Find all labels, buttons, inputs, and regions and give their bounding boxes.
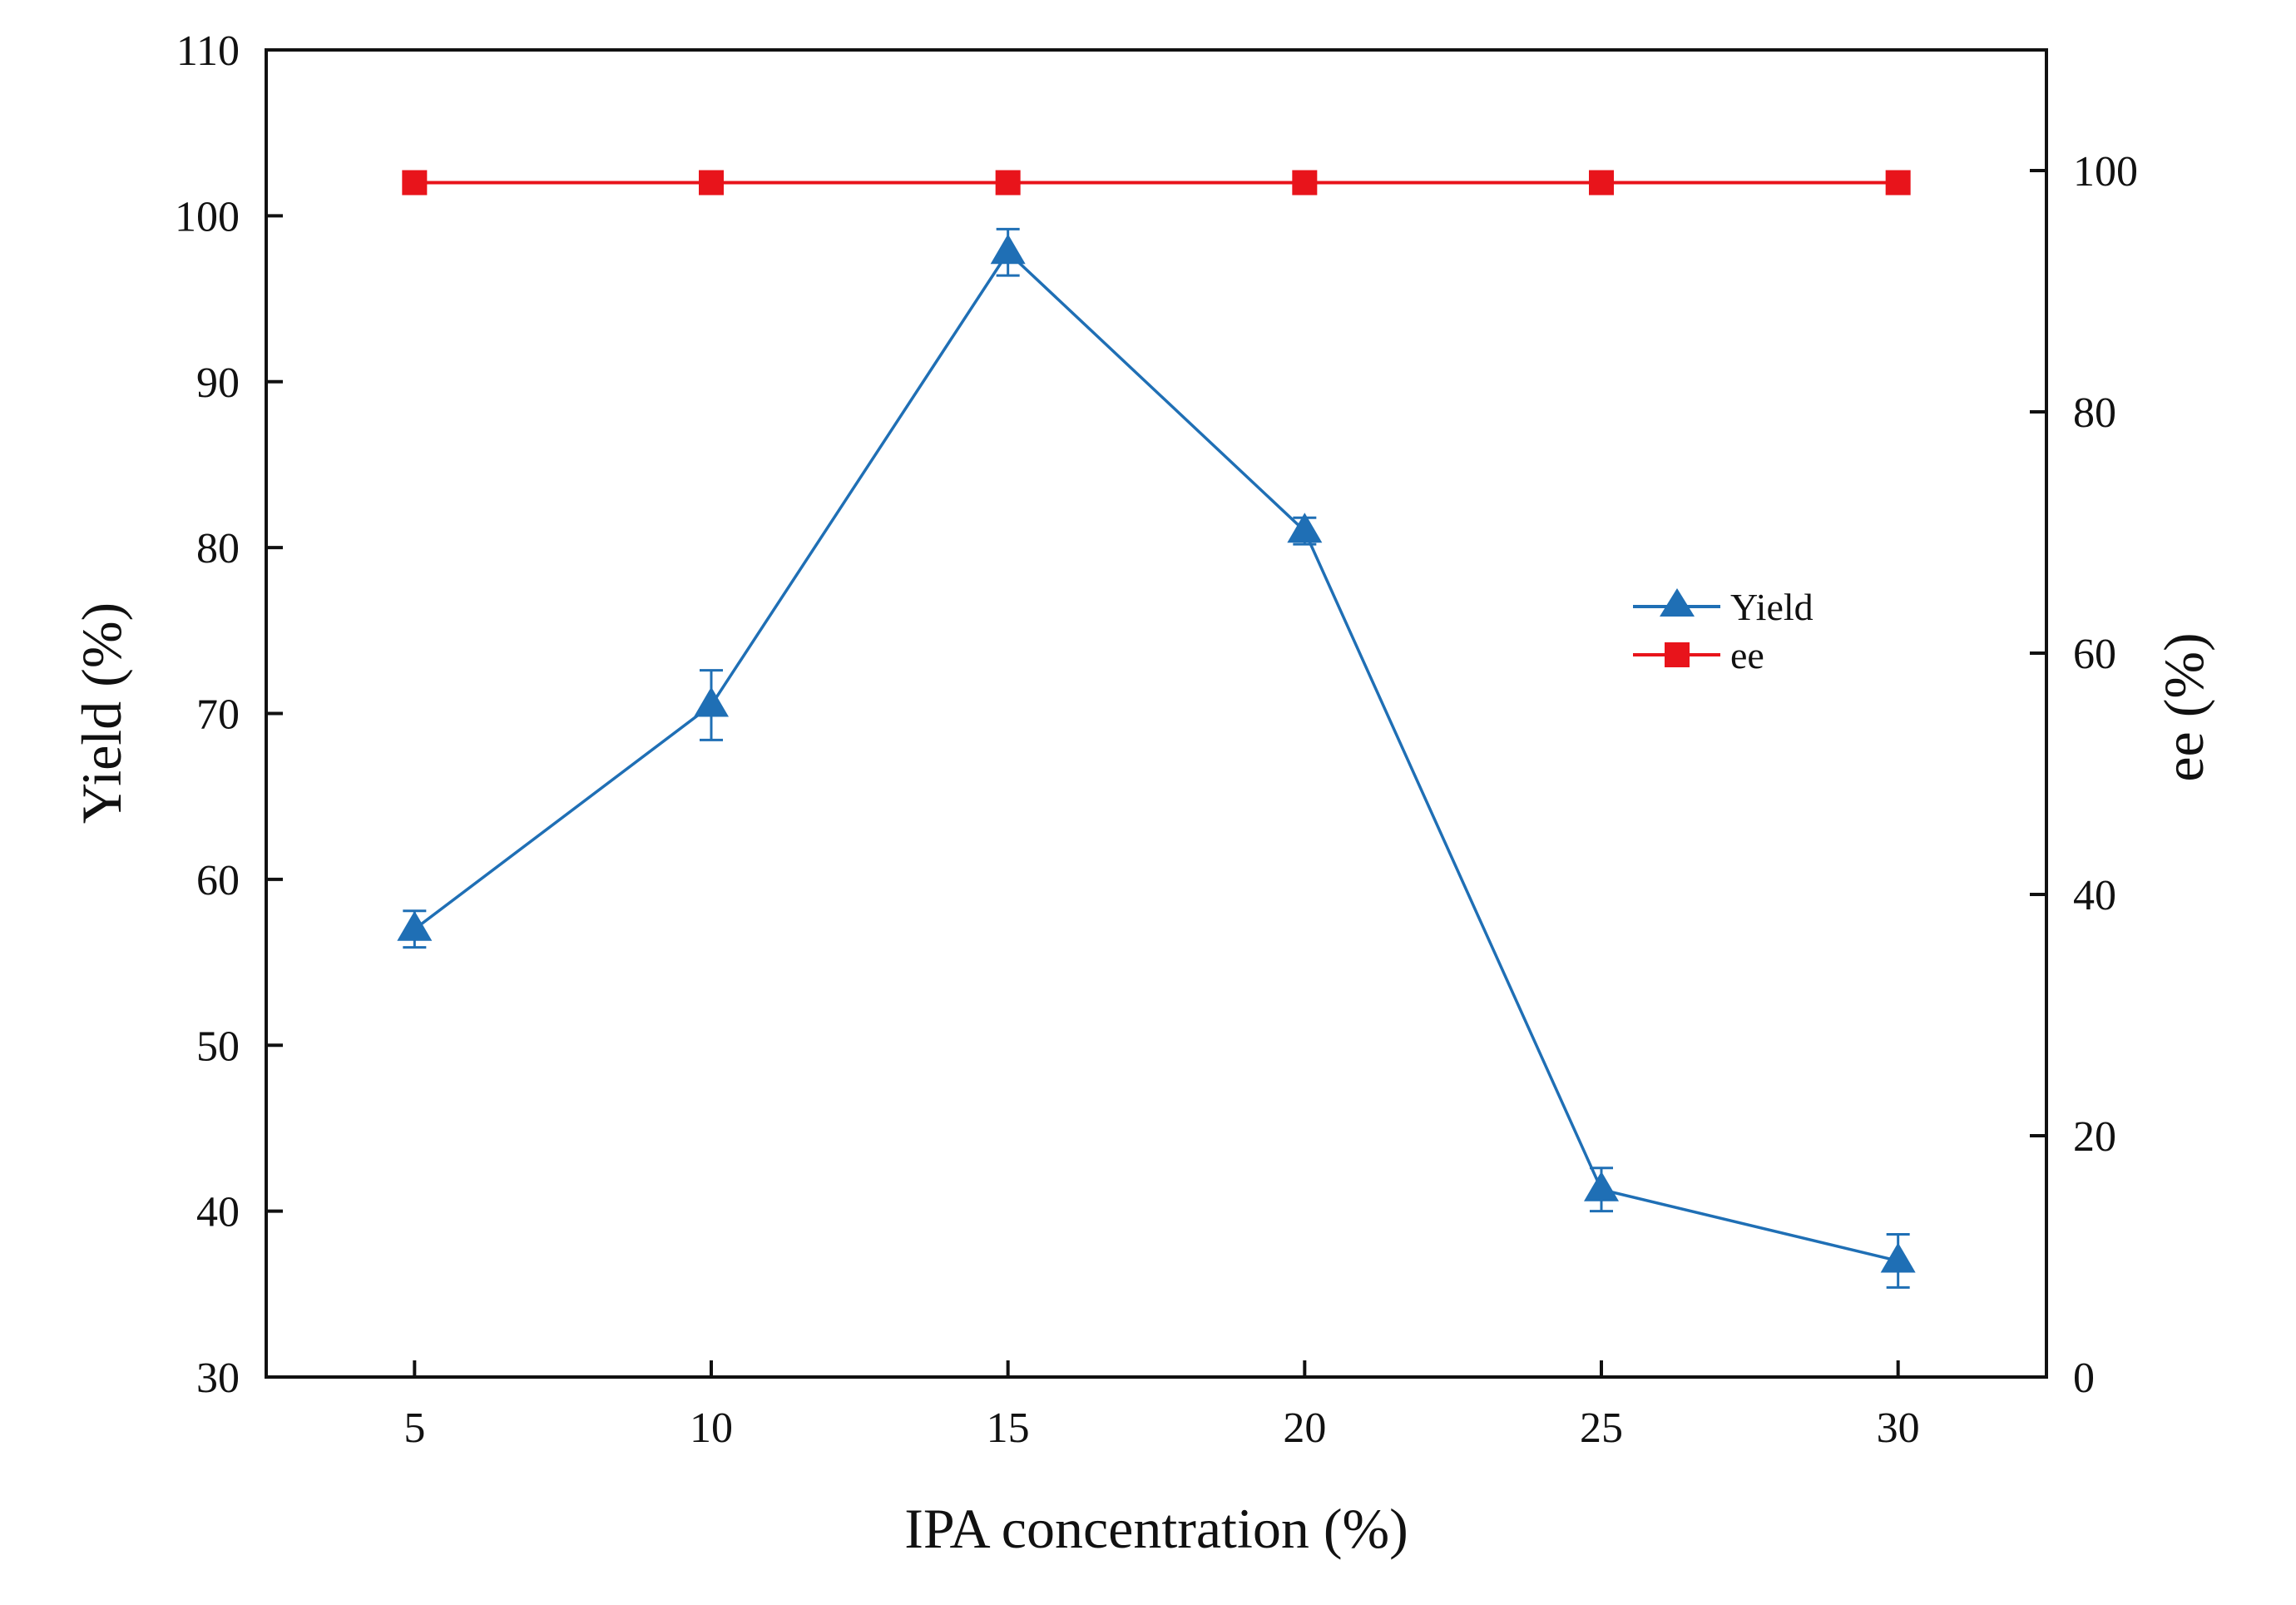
y-axis-title: Yield (%) (70, 602, 133, 824)
yield-point (397, 910, 433, 941)
yield-point (1584, 1171, 1619, 1201)
ee-point (1589, 170, 1614, 196)
y-tick-label: 60 (196, 857, 240, 904)
yield-point (990, 234, 1026, 265)
x-tick-label: 15 (987, 1404, 1030, 1452)
legend: Yield ee (1633, 586, 1814, 676)
series-layer (397, 170, 1916, 1289)
legend-ee-label: ee (1730, 634, 1764, 676)
yield-point (1287, 513, 1323, 543)
y-axis-left: 30 40 50 60 70 80 90 100 110 (175, 27, 283, 1402)
y2-axis-title: ee (%) (2152, 632, 2215, 781)
legend-ee-marker (1665, 642, 1690, 667)
yield-point (694, 686, 729, 717)
y2-tick-label: 40 (2073, 872, 2116, 919)
x-tick-label: 20 (1283, 1404, 1326, 1452)
y-tick-label: 50 (196, 1023, 240, 1070)
x-tick-label: 25 (1580, 1404, 1623, 1452)
y-tick-label: 30 (196, 1355, 240, 1402)
ee-point (699, 170, 724, 196)
y2-tick-label: 0 (2073, 1355, 2095, 1402)
x-tick-label: 30 (1877, 1404, 1920, 1452)
x-tick-label: 10 (690, 1404, 733, 1452)
legend-yield-label: Yield (1730, 586, 1814, 628)
y-tick-label: 100 (175, 193, 240, 240)
ee-point (1885, 170, 1911, 196)
y-tick-label: 90 (196, 359, 240, 407)
x-axis-title: IPA concentration (%) (904, 1497, 1408, 1560)
ee-point (995, 170, 1021, 196)
y-tick-label: 110 (176, 27, 240, 75)
ee-point (1292, 170, 1318, 196)
y-tick-label: 70 (196, 691, 240, 739)
y-tick-label: 40 (196, 1189, 240, 1236)
x-tick-label: 5 (403, 1404, 425, 1452)
y2-tick-label: 100 (2073, 148, 2138, 196)
ee-point (402, 170, 428, 196)
y-axis-right: 0 20 40 60 80 100 (2030, 148, 2138, 1402)
y-tick-label: 80 (196, 525, 240, 572)
legend-yield-marker (1660, 588, 1695, 617)
yield-point (1880, 1242, 1916, 1273)
y2-tick-label: 60 (2073, 631, 2116, 678)
y2-tick-label: 80 (2073, 389, 2116, 437)
x-axis: 5 10 15 20 25 30 (403, 1360, 1920, 1452)
series-line-yield (413, 250, 1899, 1263)
y2-tick-label: 20 (2073, 1113, 2116, 1161)
